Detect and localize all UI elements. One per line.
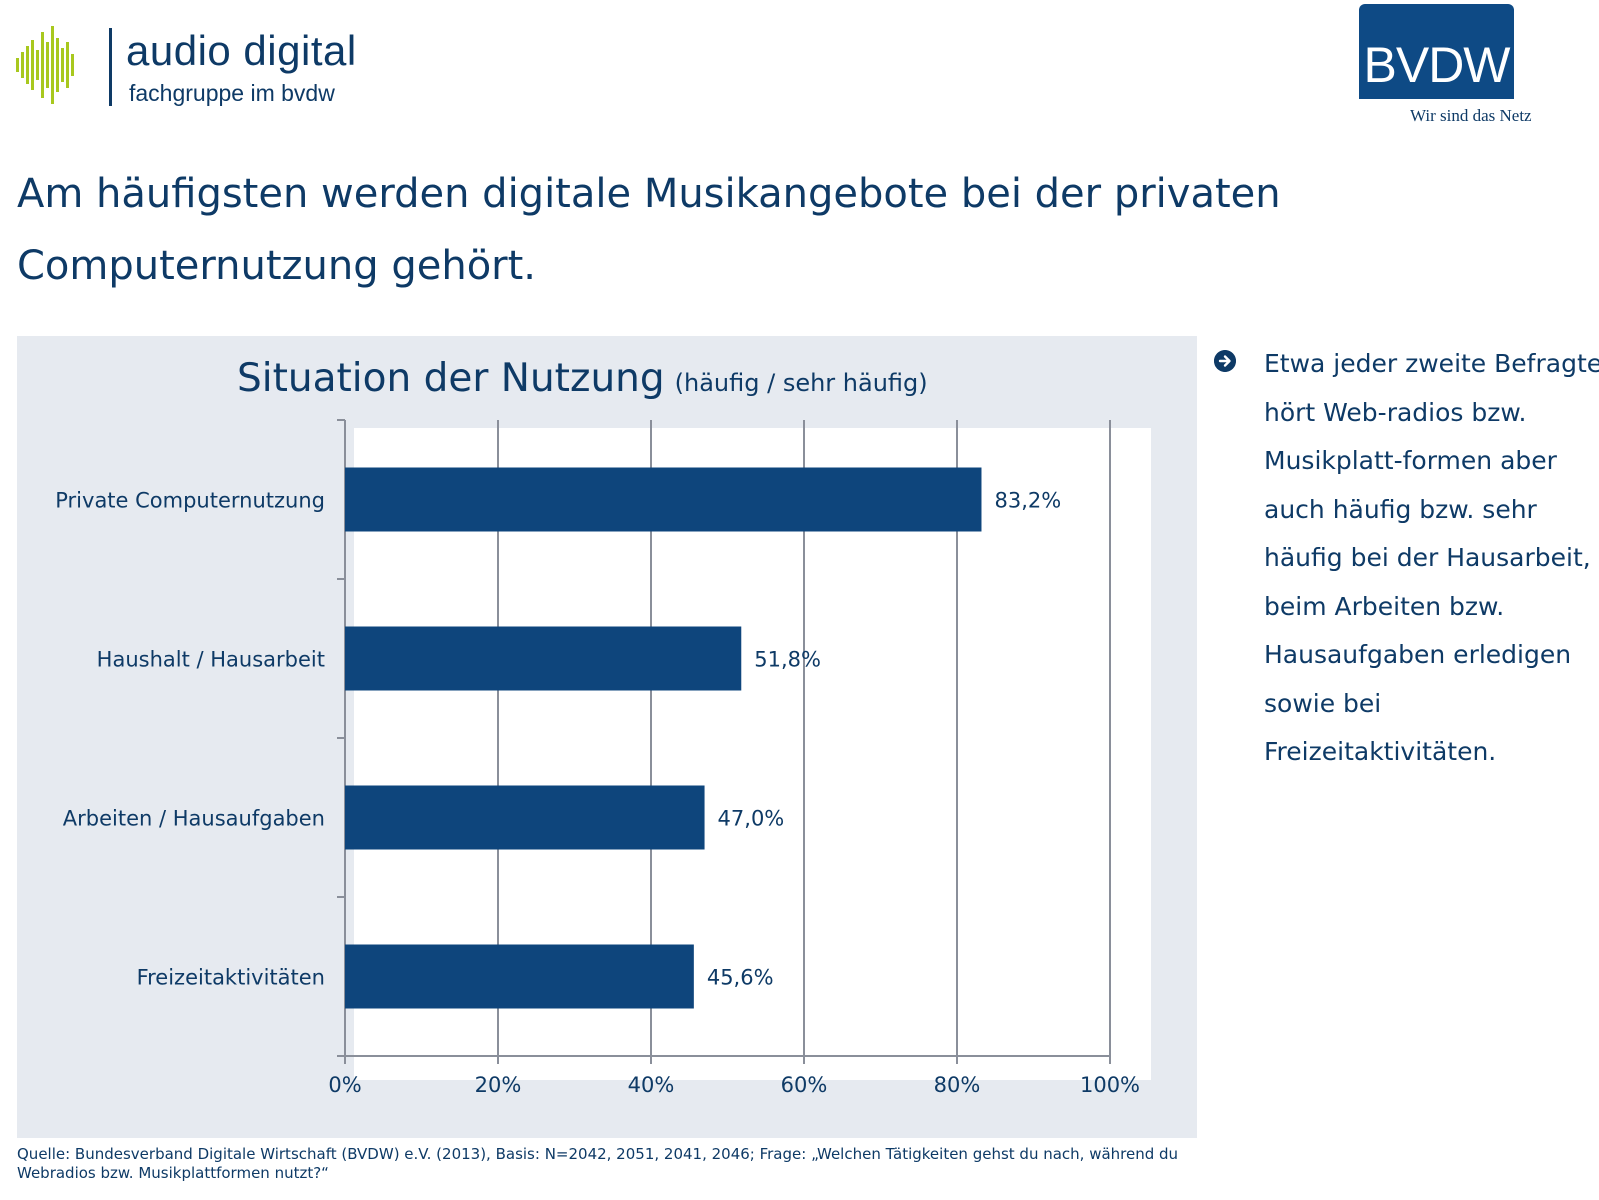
page-headline: Am häufigsten werden digitale Musikangeb… — [17, 171, 1281, 289]
category-label: Haushalt / Hausarbeit — [97, 648, 325, 672]
bar-value-label: 47,0% — [718, 807, 785, 831]
chart-panel: Situation der Nutzung (häufig / sehr häuf… — [17, 336, 1197, 1138]
soundwave-icon — [16, 26, 74, 104]
x-tick-label: 20% — [475, 1073, 522, 1097]
logo-divider — [109, 28, 112, 106]
bar-chart: 0% 20% 40% 60% 80% 100% 83,2% Private Computern… — [55, 419, 1140, 1097]
bullet-text: Etwa jeder zweite Befragte hört Web-radi… — [1264, 349, 1599, 766]
category-label: Freizeitaktivitäten — [137, 966, 325, 990]
bar — [345, 626, 742, 691]
audio-digital-logo: audio digital fachgruppe im bvdw — [16, 24, 416, 114]
bvdw-logo: BVDW — [1359, 4, 1514, 99]
bar-value-label: 83,2% — [994, 489, 1061, 513]
x-tick-label: 40% — [628, 1073, 675, 1097]
category-label: Arbeiten / Hausaufgaben — [63, 807, 325, 831]
arrow-right-circle-icon — [1214, 350, 1236, 372]
chart-title-subtitle: (häufig / sehr häufig) — [674, 369, 928, 397]
x-tick-label: 100% — [1080, 1073, 1140, 1097]
x-tick-label: 80% — [934, 1073, 981, 1097]
bvdw-slogan: Wir sind das Netz — [1410, 106, 1532, 125]
category-label: Private Computernutzung — [55, 489, 325, 513]
source-note: Quelle: Bundesverband Digitale Wirtschaf… — [17, 1145, 1179, 1182]
bar — [345, 785, 705, 850]
chart-title: Situation der Nutzung (häufig / sehr häuf… — [237, 356, 1117, 401]
bar-value-label: 45,6% — [707, 966, 774, 990]
bvdw-logo-text: BVDW — [1363, 37, 1511, 93]
bar — [345, 467, 982, 532]
audio-digital-name: audio digital — [126, 27, 357, 74]
chart-title-main: Situation der Nutzung — [237, 356, 665, 401]
x-tick-label: 0% — [328, 1073, 361, 1097]
bar — [345, 944, 694, 1009]
bar-value-label: 51,8% — [754, 648, 821, 672]
audio-digital-subtitle: fachgruppe im bvdw — [129, 80, 335, 106]
x-tick-label: 60% — [781, 1073, 828, 1097]
